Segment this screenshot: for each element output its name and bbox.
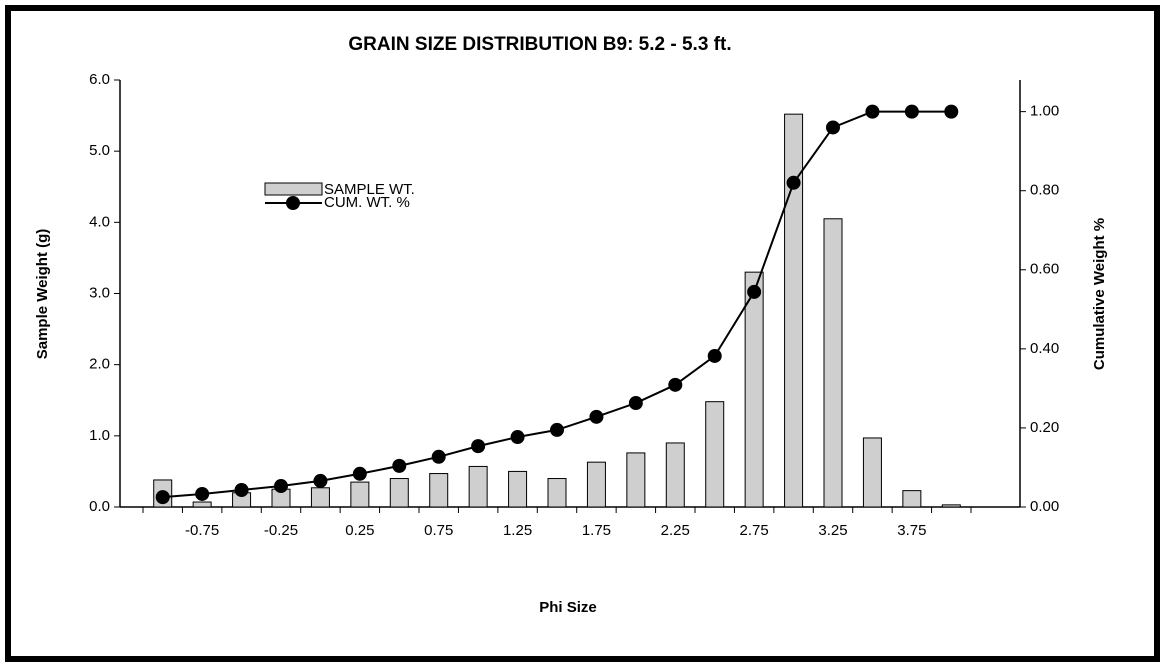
legend-point [286,196,300,210]
cum-point [510,430,525,445]
y2-tick-label: 0.60 [1030,261,1059,278]
cum-point [352,466,367,481]
bar [823,218,843,508]
cum-point [668,377,683,392]
bar [468,465,488,508]
cum-point [431,449,446,464]
x-tick-label: 0.25 [345,522,374,539]
chart-title: GRAIN SIZE DISTRIBUTION B9: 5.2 - 5.3 ft… [348,34,731,55]
cum-point [234,482,249,497]
bar [389,478,409,508]
frame [5,5,1160,662]
y2-tick-label: 0.20 [1030,419,1059,436]
y-tick-label: 2.0 [89,356,110,373]
y2-tick-label: 0.40 [1030,340,1059,357]
cum-point [865,104,880,119]
legend-label: CUM. WT. % [324,194,410,211]
y2-axis-label: Cumulative Weight % [1091,218,1108,370]
x-tick-label: 2.75 [740,522,769,539]
bar [429,473,449,508]
bar [350,481,370,508]
bar [744,271,764,508]
bar [192,501,212,508]
cum-point [589,409,604,424]
legend-swatch [264,182,323,196]
cum-point [392,458,407,473]
bar [626,452,646,508]
x-tick-label: -0.75 [185,522,219,539]
y-tick-label: 1.0 [89,427,110,444]
y-tick-label: 3.0 [89,284,110,301]
bar [508,470,528,508]
cum-point [826,120,840,135]
cum-point [471,439,486,454]
x-tick-label: 2.25 [661,522,690,539]
bar [310,487,330,508]
cum-point [550,422,564,437]
bar [665,442,685,508]
y2-tick-label: 1.00 [1030,103,1059,120]
legend-label: SAMPLE WT. [324,181,415,198]
bar [862,437,882,508]
bar [902,490,922,508]
y-tick-label: 4.0 [89,213,110,230]
y-tick-label: 6.0 [89,71,110,88]
x-tick-label: -0.25 [264,522,298,539]
cum-point [628,396,643,411]
cum-point [904,104,919,119]
cum-point [747,284,762,299]
cum-point [274,479,288,494]
cum-point [786,175,801,190]
bar [586,461,606,508]
cum-point [313,473,328,488]
y2-tick-label: 0.00 [1030,498,1059,515]
cum-point [195,486,210,501]
bar [547,478,567,508]
bar [705,401,725,508]
x-axis-label: Phi Size [539,599,597,616]
x-tick-label: 0.75 [424,522,453,539]
bar [941,504,961,508]
x-tick-label: 3.25 [818,522,847,539]
cum-point [155,490,170,505]
x-tick-label: 1.25 [503,522,532,539]
x-tick-label: 3.75 [897,522,926,539]
bar [784,113,804,508]
y-axis-label: Sample Weight (g) [34,229,51,360]
cum-point [707,348,722,363]
y-tick-label: 0.0 [89,498,110,515]
y-tick-label: 5.0 [89,142,110,159]
cum-point [944,104,959,119]
x-tick-label: 1.75 [582,522,611,539]
y2-tick-label: 0.80 [1030,182,1059,199]
